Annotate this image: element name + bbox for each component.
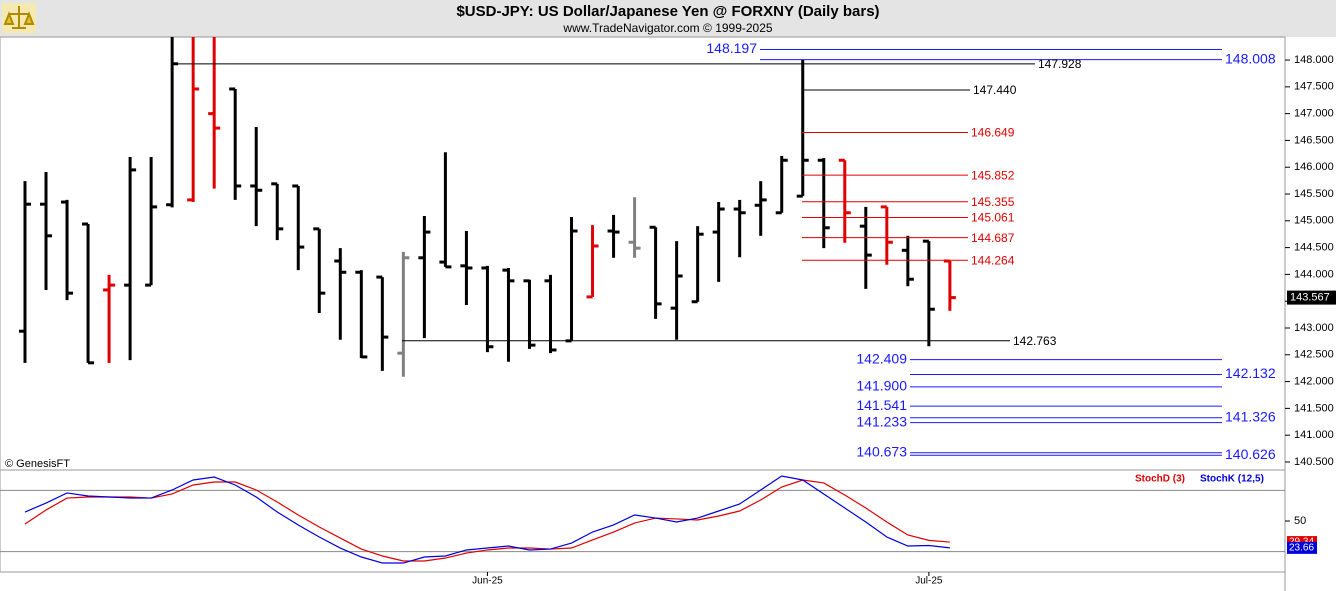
watermark: © GenesisFT: [5, 458, 70, 470]
logo: [2, 3, 36, 33]
level-label: 142.763: [1013, 334, 1057, 348]
y-tick-label: 50: [1294, 515, 1306, 527]
y-tick-label: 146.000: [1294, 161, 1334, 173]
y-tick-label: 141.500: [1294, 402, 1334, 414]
y-tick-label: 142.500: [1294, 349, 1334, 361]
y-tick-label: 146.500: [1294, 134, 1334, 146]
last-price-label: 143.567: [1290, 292, 1330, 304]
level-label: 148.008: [1225, 50, 1276, 66]
level-label: 141.900: [856, 378, 907, 394]
stoch-line: [24, 475, 950, 564]
level-label: 140.673: [856, 443, 907, 459]
y-tick-label: 143.000: [1294, 322, 1334, 334]
level-label: 147.928: [1038, 57, 1082, 71]
last-value-box: [1287, 541, 1317, 554]
level-label: 145.061: [971, 211, 1015, 225]
stoch-line: [24, 479, 950, 562]
y-tick-label: 144.500: [1294, 242, 1334, 254]
y-tick-label: 140.500: [1294, 456, 1334, 468]
level-label: 141.326: [1225, 408, 1276, 424]
y-tick-label: 147.000: [1294, 108, 1334, 120]
chart-subtitle: www.TradeNavigator.com © 1999-2025: [562, 21, 772, 35]
chart-title: $USD-JPY: US Dollar/Japanese Yen @ FORXN…: [456, 3, 879, 20]
level-label: 141.541: [856, 397, 907, 413]
level-label: 146.649: [971, 126, 1015, 140]
header-bar: [0, 0, 1336, 37]
last-price-box: [1287, 290, 1336, 305]
y-tick-label: 142.000: [1294, 375, 1334, 387]
level-label: 144.687: [971, 231, 1015, 245]
y-tick-label: 141.000: [1294, 429, 1334, 441]
y-tick-label: 147.500: [1294, 81, 1334, 93]
y-tick-label: 145.500: [1294, 188, 1334, 200]
price-panel: [19, 37, 956, 377]
level-label: 147.440: [973, 83, 1017, 97]
y-tick-label: 145.000: [1294, 215, 1334, 227]
level-label: 145.355: [971, 195, 1015, 209]
x-tick-label: Jun-25: [472, 576, 503, 587]
y-tick-label: 148.000: [1294, 54, 1334, 66]
legend-entry: StochD (3): [1135, 474, 1185, 485]
y-tick-label: 144.000: [1294, 268, 1334, 280]
level-label: 142.409: [856, 350, 907, 366]
legend-entry: StochK (12,5): [1200, 474, 1264, 485]
level-label: 141.233: [856, 413, 907, 429]
level-label: 144.264: [971, 253, 1015, 267]
x-tick-label: Jul-25: [915, 576, 943, 587]
level-label: 148.197: [706, 40, 757, 56]
last-value-label: 23.66: [1289, 543, 1314, 554]
level-label: 140.626: [1225, 446, 1276, 462]
level-label: 142.132: [1225, 365, 1276, 381]
level-label: 145.852: [971, 168, 1015, 182]
